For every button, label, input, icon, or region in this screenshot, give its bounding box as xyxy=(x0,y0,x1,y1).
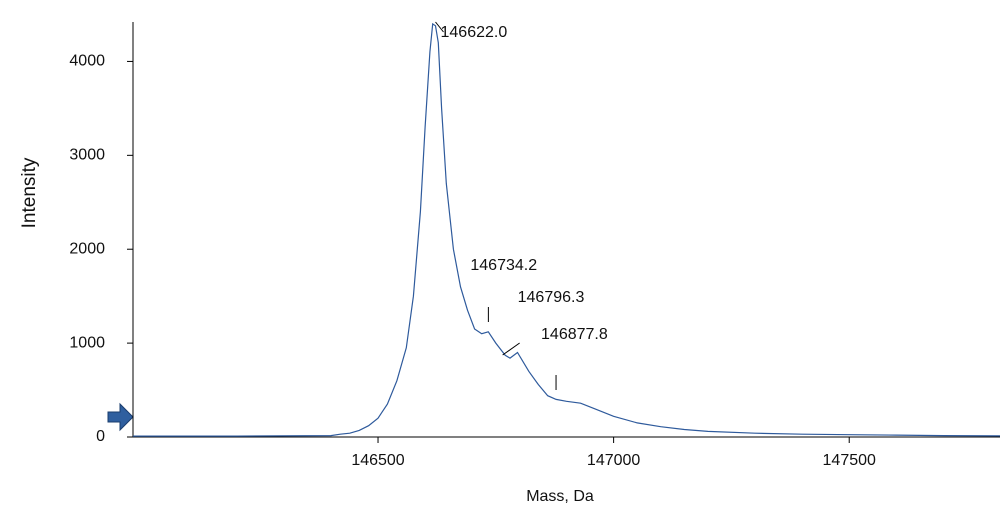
y-tick-label: 0 xyxy=(96,428,105,445)
y-tick-label: 2000 xyxy=(69,240,105,257)
annotation-label: 146796.3 xyxy=(518,289,585,306)
annotation-tick xyxy=(502,342,520,356)
y-tick-label: 4000 xyxy=(69,53,105,70)
annotation-label: 146734.2 xyxy=(470,257,537,274)
spectrum-line xyxy=(133,22,1001,437)
annotation-label: 146622.0 xyxy=(441,24,508,41)
x-tick-label: 147000 xyxy=(587,452,640,469)
x-tick-label: 147500 xyxy=(823,452,876,469)
y-axis-label: Intensity xyxy=(19,157,40,228)
x-tick-label: 146500 xyxy=(351,452,404,469)
annotation-label: 146877.8 xyxy=(541,326,608,343)
x-axis-label: Mass, Da xyxy=(526,488,594,505)
annotation-tick xyxy=(435,21,444,33)
baseline-arrow xyxy=(107,402,134,432)
y-tick-label: 3000 xyxy=(69,147,105,164)
y-tick-label: 1000 xyxy=(69,334,105,351)
